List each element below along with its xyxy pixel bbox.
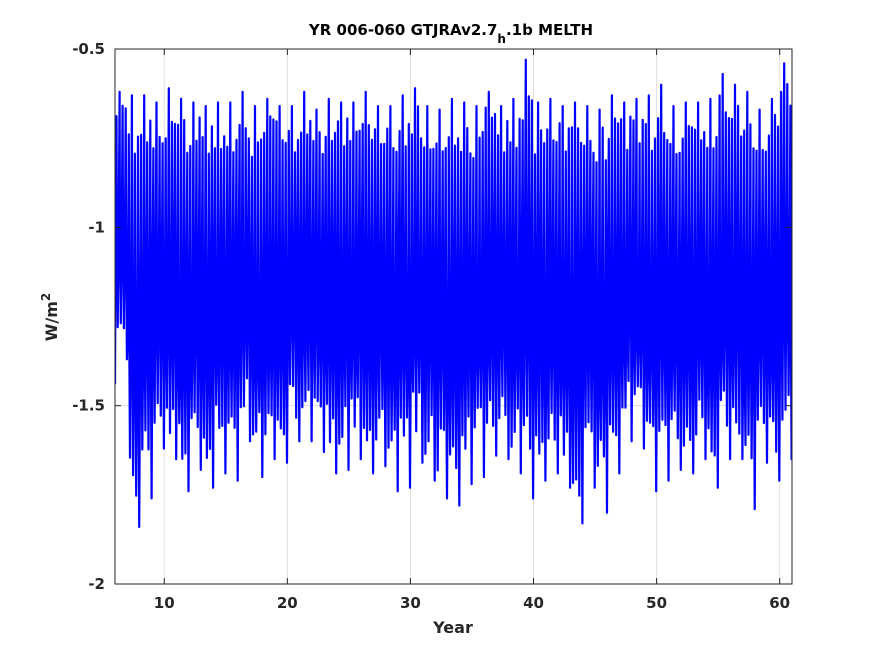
x-tick-label: 10 [154, 594, 175, 612]
plot-frame [114, 48, 793, 585]
x-tick-label: 30 [400, 594, 421, 612]
plot-clip [115, 58, 792, 528]
x-tick-label: 60 [769, 594, 790, 612]
y-tick-labels: -0.5 -1 -1.5 -2 [72, 40, 105, 593]
x-tick-label: 40 [523, 594, 544, 612]
y-axis-label: W/m2 [39, 293, 61, 342]
x-tick-label: 50 [646, 594, 667, 612]
title-subscript: h [497, 32, 506, 46]
y-tick-label: -0.5 [72, 40, 105, 58]
ticks [115, 48, 792, 585]
x-tick-label: 20 [277, 594, 298, 612]
y-tick-label: -1.5 [72, 397, 105, 415]
y-tick-label: -2 [88, 575, 105, 593]
x-axis-label: Year [432, 618, 473, 637]
series-line [115, 58, 792, 528]
chart-title: YR 006-060 GTJRAv2.7h.1b MELTH [308, 21, 593, 46]
x-tick-labels: 10 20 30 40 50 60 [154, 594, 790, 612]
y-tick-label: -1 [88, 218, 105, 236]
y-axis-label-superscript: 2 [39, 293, 53, 301]
